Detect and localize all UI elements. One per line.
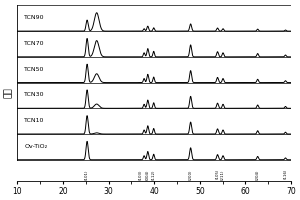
Text: (112): (112): [152, 169, 156, 180]
Text: (105): (105): [215, 169, 220, 179]
Text: (004): (004): [146, 169, 150, 180]
Text: (101): (101): [85, 169, 89, 180]
Text: TCN50: TCN50: [24, 67, 44, 72]
Text: (200): (200): [189, 169, 193, 180]
Text: TCN30: TCN30: [24, 92, 45, 97]
Text: (103): (103): [139, 169, 142, 180]
Text: (116): (116): [284, 169, 287, 179]
Text: (204): (204): [256, 169, 260, 180]
Text: Ov-TiO₂: Ov-TiO₂: [24, 144, 47, 149]
Text: TCN70: TCN70: [24, 41, 45, 46]
Text: TCN10: TCN10: [24, 118, 44, 123]
Text: (211): (211): [221, 169, 225, 180]
Text: TCN90: TCN90: [24, 15, 45, 20]
Y-axis label: 强度: 强度: [4, 87, 13, 98]
